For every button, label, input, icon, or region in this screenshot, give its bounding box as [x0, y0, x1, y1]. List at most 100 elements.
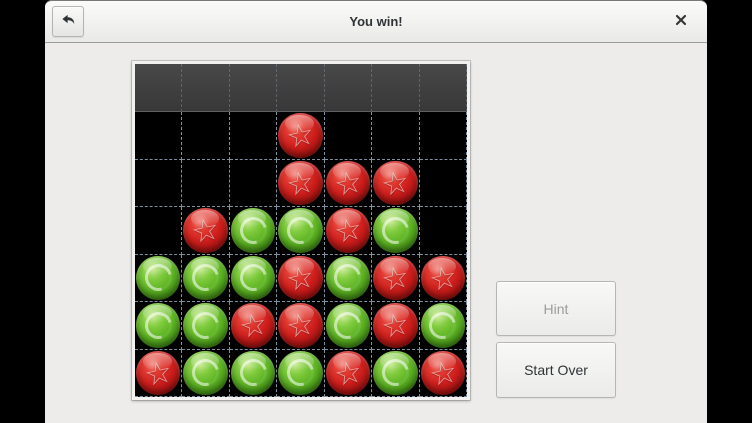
board-cell[interactable] — [229, 207, 278, 255]
star-emblem-icon: ☆ — [425, 257, 461, 298]
close-icon — [675, 13, 687, 31]
board-cell[interactable] — [135, 159, 183, 207]
board-cell[interactable] — [419, 112, 467, 160]
red-piece: ☆ — [373, 255, 418, 300]
board-cell[interactable] — [135, 112, 183, 160]
star-emblem-icon: ☆ — [283, 305, 318, 346]
red-piece: ☆ — [420, 350, 465, 395]
board-cell[interactable] — [229, 254, 278, 302]
red-piece: ☆ — [325, 160, 371, 205]
window-title: You win! — [349, 14, 403, 29]
ring-emblem-icon — [278, 351, 322, 396]
board-cell[interactable]: ☆ — [277, 159, 325, 207]
ring-emblem-icon — [183, 303, 227, 348]
star-emblem-icon: ☆ — [283, 257, 318, 298]
board-cell[interactable]: ☆ — [277, 112, 325, 160]
red-piece: ☆ — [278, 160, 323, 205]
green-piece — [278, 208, 323, 253]
board-cell[interactable] — [324, 112, 373, 160]
header-bar: You win! — [45, 0, 707, 43]
board-cell[interactable] — [324, 254, 373, 302]
board-cell[interactable] — [419, 159, 467, 207]
star-emblem-icon: ☆ — [378, 257, 413, 298]
hint-button[interactable]: Hint — [496, 281, 616, 336]
drop-zone-cell[interactable] — [372, 64, 420, 112]
green-piece — [183, 350, 228, 395]
board-cell[interactable] — [419, 207, 467, 255]
star-emblem-icon: ☆ — [235, 305, 271, 346]
star-emblem-icon: ☆ — [283, 162, 318, 203]
close-button[interactable] — [671, 12, 691, 32]
board-cell[interactable] — [182, 254, 230, 302]
board-cell[interactable] — [135, 302, 183, 350]
green-piece — [183, 303, 228, 348]
board-cell[interactable]: ☆ — [324, 159, 373, 207]
ring-emblem-icon — [231, 256, 275, 301]
board-cell[interactable] — [229, 112, 278, 160]
board-cell[interactable] — [135, 254, 183, 302]
ring-emblem-icon — [231, 351, 275, 396]
board-cell[interactable] — [277, 207, 325, 255]
board-cell[interactable]: ☆ — [372, 159, 420, 207]
board-cell[interactable]: ☆ — [229, 302, 278, 350]
board-cell[interactable]: ☆ — [135, 349, 183, 397]
ring-emblem-icon — [136, 303, 180, 348]
green-piece — [136, 255, 181, 300]
drop-zone-cell[interactable] — [277, 64, 325, 112]
green-piece — [230, 350, 276, 396]
back-button[interactable] — [52, 6, 84, 37]
ring-emblem-icon — [231, 208, 275, 253]
green-piece — [325, 303, 371, 348]
red-piece: ☆ — [373, 160, 418, 205]
red-piece: ☆ — [278, 113, 323, 158]
drop-zone-cell[interactable] — [324, 64, 373, 112]
drop-zone-cell[interactable] — [229, 64, 278, 112]
drop-zone-cell[interactable] — [182, 64, 230, 112]
board-cell[interactable] — [324, 302, 373, 350]
board-cell[interactable]: ☆ — [419, 254, 467, 302]
ring-emblem-icon — [373, 351, 417, 396]
green-piece — [373, 208, 418, 253]
star-emblem-icon: ☆ — [378, 305, 413, 346]
board-cell[interactable]: ☆ — [182, 207, 230, 255]
board-cell[interactable] — [419, 302, 467, 350]
red-piece: ☆ — [325, 350, 371, 395]
board-cell[interactable]: ☆ — [372, 302, 420, 350]
game-board: ☆ ☆ ☆ ☆ ☆ ☆ ☆ ☆ ☆ ☆ ☆ ☆ ☆ ☆ ☆ — [132, 61, 470, 400]
ring-emblem-icon — [278, 208, 322, 253]
board-grid: ☆ ☆ ☆ ☆ ☆ ☆ ☆ ☆ ☆ ☆ ☆ ☆ ☆ ☆ ☆ — [135, 64, 467, 397]
board-cell[interactable]: ☆ — [324, 349, 373, 397]
board-cell[interactable] — [182, 302, 230, 350]
green-piece — [230, 208, 276, 253]
board-cell[interactable]: ☆ — [277, 302, 325, 350]
red-piece: ☆ — [325, 208, 371, 253]
board-cell[interactable]: ☆ — [372, 254, 420, 302]
start-over-button[interactable]: Start Over — [496, 342, 616, 398]
board-cell[interactable] — [372, 349, 420, 397]
board-cell[interactable]: ☆ — [277, 254, 325, 302]
red-piece: ☆ — [278, 255, 323, 300]
board-cell[interactable] — [277, 349, 325, 397]
red-piece: ☆ — [373, 303, 418, 348]
green-piece — [325, 255, 371, 301]
star-emblem-icon: ☆ — [330, 352, 366, 393]
green-piece — [230, 255, 276, 301]
drop-zone-cell[interactable] — [135, 64, 183, 112]
board-cell[interactable] — [229, 159, 278, 207]
green-piece — [373, 350, 418, 396]
board-cell[interactable] — [135, 207, 183, 255]
board-cell[interactable]: ☆ — [419, 349, 467, 397]
board-cell[interactable] — [182, 349, 230, 397]
ring-emblem-icon — [373, 208, 417, 253]
green-piece — [420, 303, 465, 348]
board-cell[interactable]: ☆ — [324, 207, 373, 255]
board-cell[interactable] — [372, 112, 420, 160]
drop-zone-cell[interactable] — [419, 64, 467, 112]
board-cell[interactable] — [372, 207, 420, 255]
board-cell[interactable] — [229, 349, 278, 397]
red-piece: ☆ — [183, 208, 228, 253]
board-cell[interactable] — [182, 112, 230, 160]
ring-emblem-icon — [326, 256, 370, 301]
board-cell[interactable] — [182, 159, 230, 207]
